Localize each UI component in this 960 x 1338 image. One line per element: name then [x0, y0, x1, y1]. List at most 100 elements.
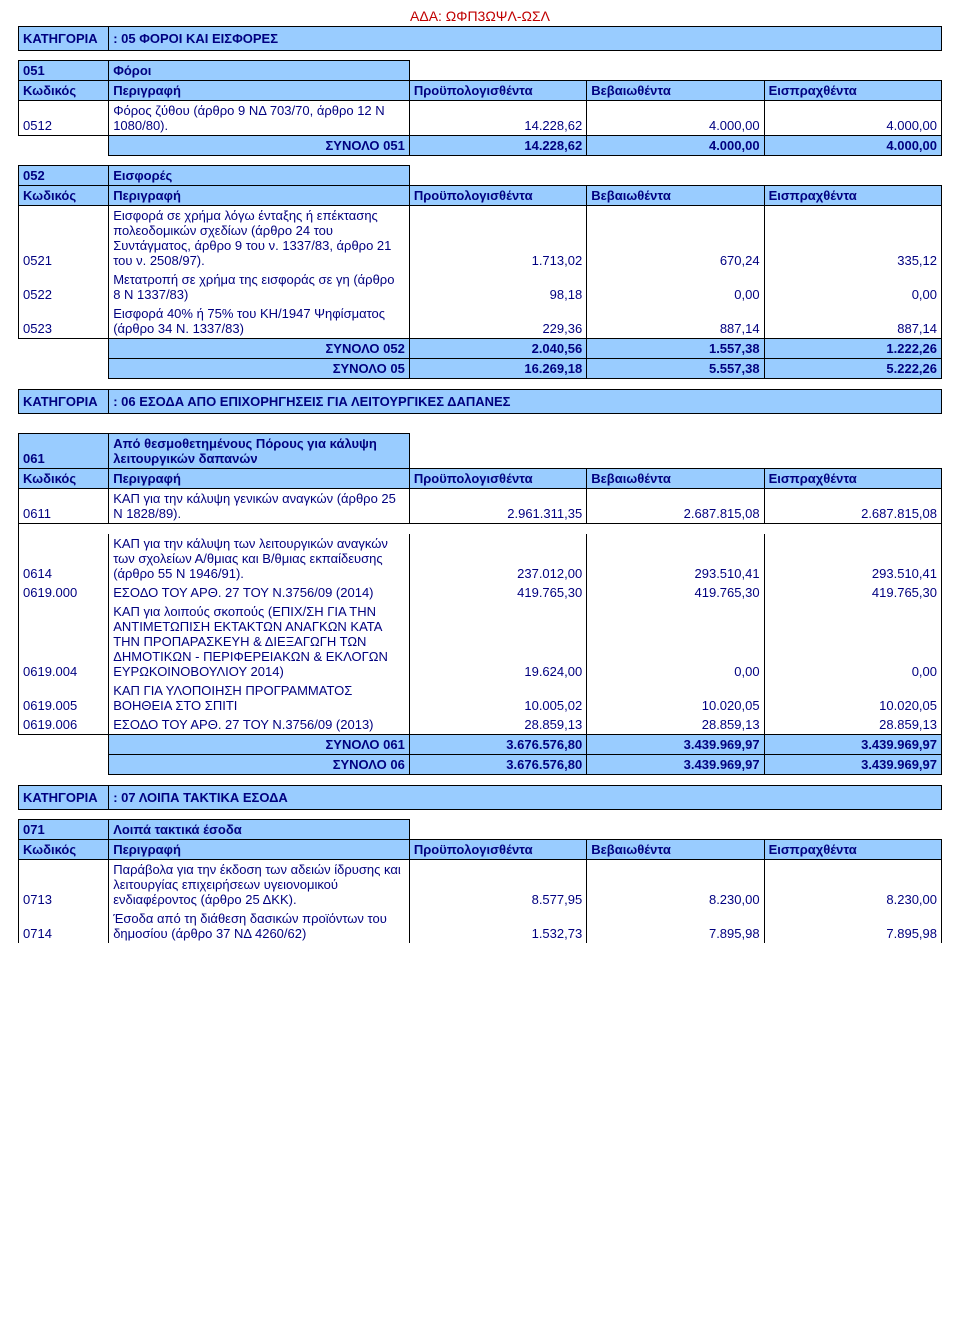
cell-val: 7.895,98: [764, 909, 941, 943]
sum-val: 3.439.969,97: [764, 754, 941, 774]
sum-val: 1.222,26: [764, 339, 941, 359]
cell-val: 4.000,00: [587, 101, 764, 136]
cell-val: 293.510,41: [587, 534, 764, 583]
cell-val: 419.765,30: [764, 583, 941, 602]
col-perigrafi: Περιγραφή: [109, 839, 410, 859]
cell-val: 293.510,41: [764, 534, 941, 583]
col-kodikos: Κωδικός: [19, 469, 109, 489]
table-row: 0523 Εισφορά 40% ή 75% του ΚΗ/1947 Ψηφίσ…: [19, 304, 942, 339]
cell-code: 0619.006: [19, 715, 109, 735]
cell-desc: ΚΑΠ ΓΙΑ ΥΛΟΠΟΙΗΣΗ ΠΡΟΓΡΑΜΜΑΤΟΣ ΒΟΗΘΕΙΑ Σ…: [109, 681, 410, 715]
sum-val: 3.439.969,97: [587, 754, 764, 774]
cell-val: 4.000,00: [764, 101, 941, 136]
table-row: 0512 Φόρος ζύθου (άρθρο 9 ΝΔ 703/70, άρθ…: [19, 101, 942, 136]
col-bevai: Βεβαιωθέντα: [587, 469, 764, 489]
sum-val: 4.000,00: [587, 136, 764, 156]
col-proyp: Προϋπολογισθέντα: [409, 469, 586, 489]
cell-desc: ΚΑΠ για την κάλυψη των λειτουργικών αναγ…: [109, 534, 410, 583]
cell-val: 670,24: [587, 206, 764, 271]
table-row: 0521 Εισφορά σε χρήμα λόγω ένταξης ή επέ…: [19, 206, 942, 271]
table-05: ΚΑΤΗΓΟΡΙΑ : 05 ΦΟΡΟΙ ΚΑΙ ΕΙΣΦΟΡΕΣ 051 Φό…: [18, 26, 942, 379]
cell-val: 7.895,98: [587, 909, 764, 943]
cell-code: 0611: [19, 489, 109, 524]
col-perigrafi: Περιγραφή: [109, 81, 410, 101]
col-bevai: Βεβαιωθέντα: [587, 186, 764, 206]
cell-val: 2.961.311,35: [409, 489, 586, 524]
group-061-title: Από θεσμοθετημένους Πόρους για κάλυψη λε…: [109, 434, 410, 469]
cell-val: 2.687.815,08: [764, 489, 941, 524]
col-bevai: Βεβαιωθέντα: [587, 839, 764, 859]
col-bevai: Βεβαιωθέντα: [587, 81, 764, 101]
table-row: 0522 Μετατροπή σε χρήμα της εισφοράς σε …: [19, 270, 942, 304]
sum-val: 3.676.576,80: [409, 754, 586, 774]
cell-desc: ΕΣΟΔΟ ΤΟΥ ΑΡΘ. 27 ΤΟΥ Ν.3756/09 (2014): [109, 583, 410, 602]
group-052-title: Εισφορές: [109, 166, 410, 186]
cell-val: 8.230,00: [764, 859, 941, 909]
cell-val: 28.859,13: [587, 715, 764, 735]
cell-desc: Εισφορά 40% ή 75% του ΚΗ/1947 Ψηφίσματος…: [109, 304, 410, 339]
sum-051-label: ΣΥΝΟΛΟ 051: [109, 136, 410, 156]
cell-code: 0714: [19, 909, 109, 943]
cell-desc: Εισφορά σε χρήμα λόγω ένταξης ή επέκταση…: [109, 206, 410, 271]
sum-val: 3.676.576,80: [409, 734, 586, 754]
col-eispr: Εισπραχθέντα: [764, 839, 941, 859]
cell-val: 1.532,73: [409, 909, 586, 943]
table-row: 0714 Έσοδα από τη διάθεση δασικών προϊόν…: [19, 909, 942, 943]
cell-val: 28.859,13: [409, 715, 586, 735]
cell-desc: ΚΑΠ για την κάλυψη γενικών αναγκών (άρθρ…: [109, 489, 410, 524]
col-proyp: Προϋπολογισθέντα: [409, 839, 586, 859]
cell-val: 8.230,00: [587, 859, 764, 909]
cell-val: 229,36: [409, 304, 586, 339]
sum-052-label: ΣΥΝΟΛΟ 052: [109, 339, 410, 359]
katigoria-label: ΚΑΤΗΓΟΡΙΑ: [19, 27, 109, 51]
cell-code: 0713: [19, 859, 109, 909]
sum-05-label: ΣΥΝΟΛΟ 05: [109, 359, 410, 379]
table-row: 0619.005 ΚΑΠ ΓΙΑ ΥΛΟΠΟΙΗΣΗ ΠΡΟΓΡΑΜΜΑΤΟΣ …: [19, 681, 942, 715]
cell-val: 10.020,05: [764, 681, 941, 715]
cat05-title: : 05 ΦΟΡΟΙ ΚΑΙ ΕΙΣΦΟΡΕΣ: [109, 27, 942, 51]
cat07-title: : 07 ΛΟΙΠΑ ΤΑΚΤΙΚΑ ΕΣΟΔΑ: [109, 785, 942, 809]
group-051-title: Φόροι: [109, 61, 410, 81]
col-eispr: Εισπραχθέντα: [764, 186, 941, 206]
cell-desc: Παράβολα για την έκδοση των αδειών ίδρυσ…: [109, 859, 410, 909]
sum-val: 5.557,38: [587, 359, 764, 379]
cell-val: 10.020,05: [587, 681, 764, 715]
cell-code: 0619.000: [19, 583, 109, 602]
group-052-code: 052: [19, 166, 109, 186]
cell-val: 98,18: [409, 270, 586, 304]
table-06: ΚΑΤΗΓΟΡΙΑ : 06 ΕΣΟΔΑ ΑΠΟ ΕΠΙΧΟΡΗΓΗΣΕΙΣ Γ…: [18, 389, 942, 775]
cell-val: 14.228,62: [409, 101, 586, 136]
cell-val: 19.624,00: [409, 602, 586, 681]
cell-val: 1.713,02: [409, 206, 586, 271]
cell-code: 0614: [19, 534, 109, 583]
table-row: 0614 ΚΑΠ για την κάλυψη των λειτουργικών…: [19, 534, 942, 583]
col-kodikos: Κωδικός: [19, 186, 109, 206]
col-proyp: Προϋπολογισθέντα: [409, 81, 586, 101]
sum-061-label: ΣΥΝΟΛΟ 061: [109, 734, 410, 754]
cell-val: 8.577,95: [409, 859, 586, 909]
cell-val: 0,00: [764, 602, 941, 681]
col-proyp: Προϋπολογισθέντα: [409, 186, 586, 206]
col-kodikos: Κωδικός: [19, 81, 109, 101]
cell-val: 419.765,30: [409, 583, 586, 602]
cell-desc: Φόρος ζύθου (άρθρο 9 ΝΔ 703/70, άρθρο 12…: [109, 101, 410, 136]
col-kodikos: Κωδικός: [19, 839, 109, 859]
sum-val: 5.222,26: [764, 359, 941, 379]
cell-code: 0521: [19, 206, 109, 271]
ada-header: ΑΔΑ: ΩΦΠ3ΩΨΛ-ΩΣΛ: [18, 8, 942, 24]
cell-code: 0523: [19, 304, 109, 339]
cell-code: 0512: [19, 101, 109, 136]
col-perigrafi: Περιγραφή: [109, 469, 410, 489]
group-071-title: Λοιπά τακτικά έσοδα: [109, 819, 410, 839]
table-row: 0619.004 ΚΑΠ για λοιπούς σκοπούς (ΕΠΙΧ/Σ…: [19, 602, 942, 681]
cell-desc: Έσοδα από τη διάθεση δασικών προϊόντων τ…: [109, 909, 410, 943]
group-051-code: 051: [19, 61, 109, 81]
sum-val: 16.269,18: [409, 359, 586, 379]
cell-val: 0,00: [587, 270, 764, 304]
sum-val: 3.439.969,97: [764, 734, 941, 754]
table-row: 0619.006 ΕΣΟΔΟ ΤΟΥ ΑΡΘ. 27 ΤΟΥ Ν.3756/09…: [19, 715, 942, 735]
sum-val: 14.228,62: [409, 136, 586, 156]
cell-val: 419.765,30: [587, 583, 764, 602]
katigoria-label: ΚΑΤΗΓΟΡΙΑ: [19, 785, 109, 809]
sum-val: 3.439.969,97: [587, 734, 764, 754]
